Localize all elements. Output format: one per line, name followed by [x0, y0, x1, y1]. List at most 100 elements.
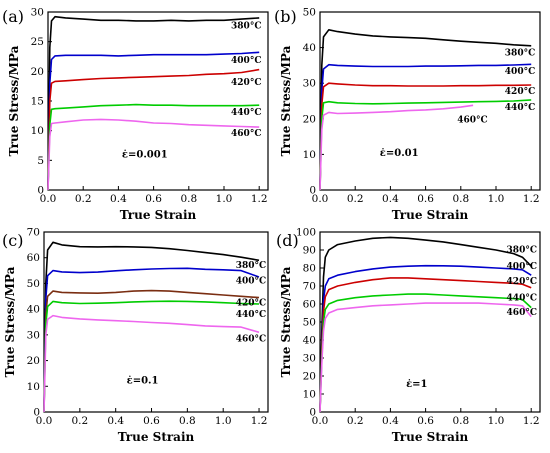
y-tick-label: 10 — [303, 149, 316, 161]
y-tick-label: 20 — [27, 355, 40, 367]
series-line — [47, 103, 260, 191]
y-tick-label: 25 — [31, 36, 44, 48]
y-tick-label: 40 — [303, 42, 316, 54]
y-tick-label: 10 — [27, 381, 40, 393]
x-axis-label: True Strain — [392, 208, 469, 222]
series-line — [43, 241, 260, 413]
x-tick-label: 0.2 — [347, 193, 364, 205]
series-line — [43, 267, 260, 413]
series-line — [319, 236, 532, 413]
panel-label: (b) — [274, 7, 297, 26]
x-tick-label: 0.4 — [382, 193, 399, 205]
strain-rate-label: ε̇=0.001 — [122, 149, 168, 160]
y-tick-label: 30 — [31, 7, 44, 19]
y-tick-label: 20 — [31, 66, 44, 78]
chart-panel: 0.0 0.2 0.4 0.6 0.8 1.0 1.2 0 5 10 15 20 25 30 True St… — [2, 7, 269, 222]
series-temperature-label: 400°C — [507, 262, 537, 272]
y-axis-label: True Stress/MPa — [279, 45, 293, 156]
y-tick-label: 15 — [31, 96, 44, 108]
x-tick-label: 0.6 — [145, 193, 162, 205]
series-temperature-label: 380°C — [507, 246, 537, 256]
series-line — [319, 302, 532, 413]
y-tick-label: 20 — [303, 371, 316, 383]
series-temperature-label: 460°C — [231, 129, 261, 139]
x-axis-label: True Strain — [392, 430, 469, 444]
y-tick-label: 10 — [31, 125, 44, 137]
panel-label: (d) — [276, 231, 299, 250]
y-tick-label: 50 — [303, 7, 316, 19]
y-tick-label: 70 — [27, 227, 40, 239]
series-line — [319, 82, 532, 191]
x-tick-label: 1.2 — [251, 193, 268, 205]
series-temperature-label: 420°C — [505, 87, 535, 97]
series-line — [319, 104, 474, 191]
x-tick-label: 0.2 — [75, 193, 92, 205]
y-tick-label: 0 — [37, 185, 44, 197]
series-temperature-label: 460°C — [236, 334, 266, 344]
x-tick-label: 1.0 — [488, 193, 505, 205]
series-line — [319, 264, 532, 413]
x-tick-label: 0.4 — [110, 193, 127, 205]
y-tick-label: 5 — [37, 155, 44, 167]
x-tick-label: 1.2 — [523, 193, 540, 205]
y-tick-label: 50 — [303, 317, 316, 329]
x-tick-label: 0.4 — [382, 415, 399, 427]
series-line — [319, 29, 532, 191]
x-axis-label: True Strain — [118, 430, 195, 444]
y-tick-label: 20 — [303, 113, 316, 125]
series-temperature-label: 440°C — [505, 103, 535, 113]
y-tick-label: 90 — [303, 245, 316, 257]
series-temperature-label: 380°C — [236, 261, 266, 271]
y-tick-label: 30 — [303, 78, 316, 90]
series-line — [43, 300, 260, 413]
series-line — [47, 15, 260, 191]
y-axis-label: True Stress/MPa — [3, 266, 17, 377]
chart-panel: 0.0 0.2 0.4 0.6 0.8 1.0 1.2 0 10 20 30 40 50 60 70 True… — [2, 227, 269, 444]
plot-frame — [319, 231, 541, 413]
y-tick-label: 10 — [303, 389, 316, 401]
panel-label: (a) — [2, 7, 24, 26]
x-tick-label: 0.4 — [107, 415, 124, 427]
x-tick-label: 0.6 — [417, 193, 434, 205]
series-temperature-label: 420°C — [507, 277, 537, 287]
y-tick-label: 60 — [303, 299, 316, 311]
series-temperature-label: 460°C — [457, 115, 487, 125]
series-line — [319, 99, 532, 191]
strain-rate-label: ε̇=0.01 — [380, 148, 419, 159]
y-tick-label: 70 — [303, 281, 316, 293]
plot-frame — [319, 11, 541, 191]
x-tick-label: 0.8 — [452, 193, 469, 205]
strain-rate-label: ε̇=0.1 — [127, 376, 159, 387]
x-tick-label: 0.6 — [417, 415, 434, 427]
series-line — [43, 289, 260, 413]
series-line — [319, 293, 532, 413]
series-temperature-label: 420°C — [236, 298, 266, 308]
series-temperature-label: 400°C — [231, 56, 261, 66]
y-axis-label: True Stress/MPa — [279, 266, 293, 377]
x-tick-label: 0.8 — [180, 193, 197, 205]
x-tick-label: 0.0 — [312, 415, 329, 427]
series-temperature-label: 420°C — [231, 78, 261, 88]
series-temperature-label: 380°C — [505, 48, 535, 58]
y-tick-label: 80 — [303, 263, 316, 275]
series-temperature-label: 460°C — [507, 308, 537, 318]
series-temperature-label: 400°C — [505, 67, 535, 77]
series-temperature-label: 380°C — [231, 22, 261, 32]
y-tick-label: 60 — [27, 252, 40, 264]
x-tick-label: 0.8 — [179, 415, 196, 427]
series-temperature-label: 440°C — [231, 108, 261, 118]
series-line — [319, 277, 532, 413]
x-axis-label: True Strain — [120, 208, 197, 222]
y-axis-label: True Stress/MPa — [7, 45, 21, 156]
y-tick-label: 0 — [309, 407, 316, 419]
series-line — [319, 63, 532, 191]
chart-panel: 0.0 0.2 0.4 0.6 0.8 1.0 1.2 0 10 20 30 40 50 True Str… — [274, 7, 541, 222]
x-tick-label: 1.2 — [523, 415, 540, 427]
x-tick-label: 0.6 — [143, 415, 160, 427]
series-line — [47, 118, 260, 191]
plot-frame — [47, 11, 269, 191]
series-temperature-label: 440°C — [507, 293, 537, 303]
y-tick-label: 100 — [296, 227, 316, 239]
x-tick-label: 0.2 — [71, 415, 88, 427]
